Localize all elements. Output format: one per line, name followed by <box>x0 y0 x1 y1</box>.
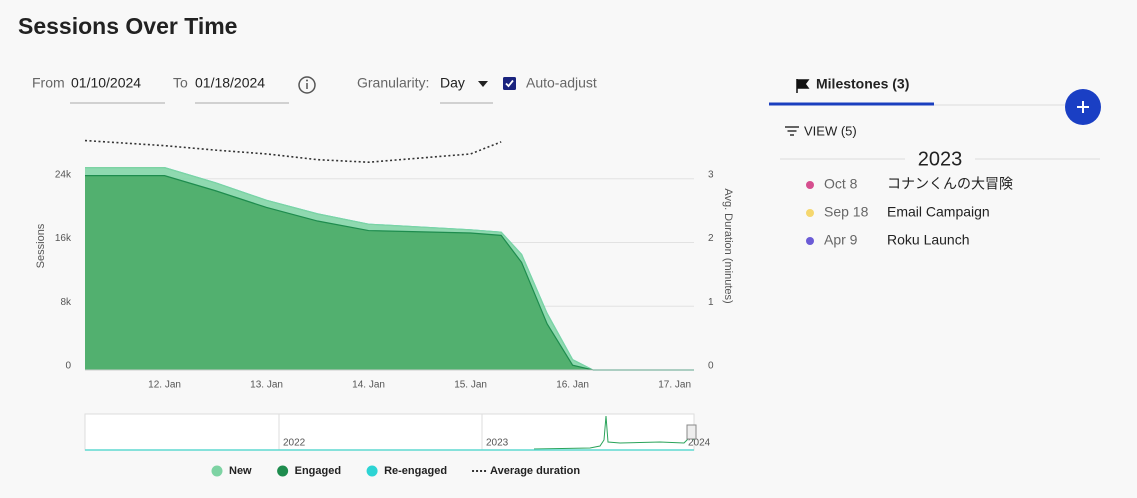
flag-icon <box>796 79 810 93</box>
x-tick-label: 13. Jan <box>250 380 283 391</box>
chart: 0 8k 16k 24k 0 1 2 3 12. Jan 13. Jan 14. Jan 15. Ja… <box>35 139 734 391</box>
duration-line <box>84 139 502 164</box>
x-tick-label: 17. Jan <box>658 380 691 391</box>
area-edge <box>85 175 694 371</box>
dropdown-arrow <box>478 81 488 87</box>
granularity-label: Granularity: <box>357 75 429 91</box>
auto-adjust-checkbox[interactable] <box>503 77 516 90</box>
info-icon[interactable] <box>298 76 316 94</box>
milestones-tab[interactable]: Milestones (3) <box>816 76 909 92</box>
y-tick-label: 16k <box>55 233 72 244</box>
y2-tick-label: 3 <box>708 169 714 180</box>
milestone-date: Oct 8 <box>824 176 858 192</box>
y2-tick-label: 2 <box>708 233 714 244</box>
from-input[interactable]: 01/10/2024 <box>71 75 141 91</box>
x-tick-label: 15. Jan <box>454 380 487 391</box>
navigator-label: 2024 <box>688 438 711 449</box>
area <box>85 175 694 370</box>
milestone-label: コナンくんの大冒険 <box>887 176 1013 192</box>
view-button[interactable]: VIEW (5) <box>804 123 857 138</box>
to-label: To <box>173 75 188 91</box>
y-axis-title: Sessions <box>35 223 47 268</box>
y-tick-label: 0 <box>65 361 71 372</box>
granularity-select[interactable]: Day <box>440 75 465 91</box>
x-tick-label: 12. Jan <box>148 380 181 391</box>
milestone-label: Email Campaign <box>887 204 990 220</box>
navigator-handle[interactable] <box>686 424 697 440</box>
page-title: Sessions Over Time <box>18 13 237 39</box>
y2-tick-label: 1 <box>708 297 714 308</box>
milestone-label: Roku Launch <box>887 232 970 248</box>
navigator-line <box>533 415 695 450</box>
milestone-dot <box>806 237 814 245</box>
legend-swatch <box>211 465 223 477</box>
filter-icon <box>785 126 799 136</box>
legend-swatch <box>277 465 289 477</box>
milestone-date: Sep 18 <box>824 204 869 220</box>
navigator-label: 2022 <box>283 438 306 449</box>
to-input[interactable]: 01/18/2024 <box>195 75 265 91</box>
y2-axis-title: Avg. Duration (minutes) <box>722 188 734 303</box>
navigator[interactable] <box>84 413 695 451</box>
auto-adjust-label: Auto-adjust <box>526 75 597 91</box>
y-tick-label: 8k <box>60 297 72 308</box>
milestone-dot <box>806 209 814 217</box>
year-bg <box>905 148 975 170</box>
y-tick-label: 24k <box>55 169 72 180</box>
legend-label[interactable]: Engaged <box>295 465 341 477</box>
x-tick-label: 14. Jan <box>352 380 385 391</box>
x-tick-label: 16. Jan <box>556 380 589 391</box>
y2-tick-label: 0 <box>708 361 714 372</box>
legend-label[interactable]: Average duration <box>490 465 580 477</box>
add-button[interactable] <box>1065 89 1101 125</box>
from-label: From <box>32 75 65 91</box>
milestone-dot <box>806 181 814 189</box>
milestone-date: Apr 9 <box>824 232 858 248</box>
navigator-label: 2023 <box>486 438 509 449</box>
legend-label[interactable]: Re-engaged <box>384 465 447 477</box>
legend-label[interactable]: New <box>229 465 252 477</box>
legend-swatch <box>366 465 378 477</box>
area-edge <box>85 167 694 371</box>
year-heading: 2023 <box>918 148 963 170</box>
